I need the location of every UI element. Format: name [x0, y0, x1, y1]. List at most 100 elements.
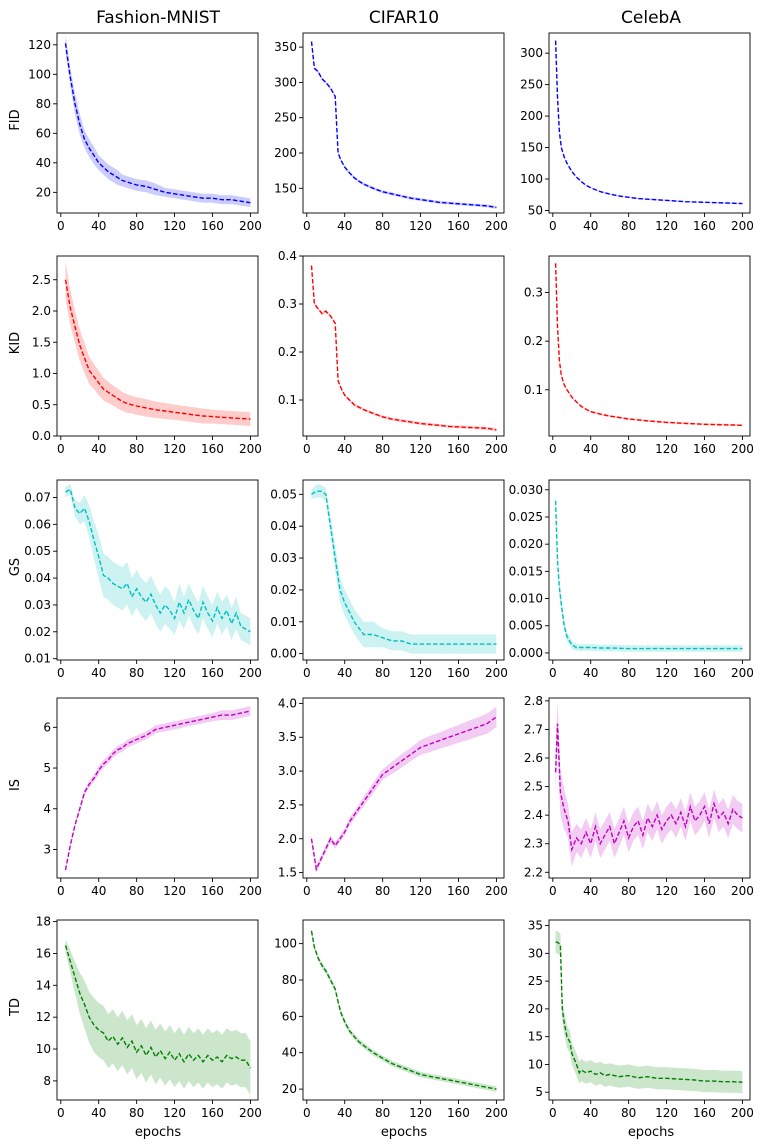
- y-tick-label-gs-cifar10: 0.04: [270, 519, 297, 533]
- confidence-band-gs-cifar10: [311, 484, 497, 654]
- y-tick-label-gs-celeba: 0.030: [509, 483, 543, 497]
- y-tick-label-gs-fashion-mnist: 0.07: [24, 490, 51, 504]
- x-tick-label-kid-cifar10: 80: [375, 442, 390, 456]
- x-tick-label-fid-celeba: 80: [621, 219, 636, 233]
- chart-kid-celeba: 0 40 80 120 160 200 0.1 0.2 0.3: [524, 255, 754, 456]
- y-tick-label-fid-fashion-mnist: 80: [36, 97, 51, 111]
- confidence-band-is-fashion-mnist: [65, 706, 251, 872]
- chart-td-celeba: 0 40 80 120 160 200 5 10 15 20 25 30 35: [528, 919, 754, 1120]
- y-tick-label-is-fashion-mnist: 3: [43, 842, 51, 856]
- y-tick-label-gs-celeba: 0.010: [509, 592, 543, 606]
- axes-frame-fid-celeba: [548, 32, 751, 214]
- y-tick-label-kid-fashion-mnist: 0.5: [32, 398, 51, 412]
- y-tick-label-td-cifar10: 40: [282, 1046, 297, 1060]
- x-tick-label-kid-cifar10: 160: [447, 442, 470, 456]
- row-label-is: IS: [8, 779, 23, 791]
- x-tick-label-kid-celeba: 160: [693, 442, 716, 456]
- y-tick-label-td-cifar10: 20: [282, 1082, 297, 1096]
- x-tick-label-kid-fashion-mnist: 40: [91, 442, 106, 456]
- confidence-band-td-fashion-mnist: [65, 939, 251, 1096]
- y-tick-label-gs-celeba: 0.005: [509, 619, 543, 633]
- y-tick-label-kid-celeba: 0.2: [524, 334, 543, 348]
- chart-gs-fashion-mnist: 0 40 80 120 160 200 0.01 0.02 0.03 0.04 0.05 0.06 0.…: [24, 479, 262, 680]
- x-tick-label-kid-celeba: 40: [583, 442, 598, 456]
- confidence-band-td-celeba: [555, 931, 743, 1094]
- x-tick-label-is-fashion-mnist: 40: [91, 884, 106, 898]
- column-title-cifar10: CIFAR10: [369, 8, 439, 28]
- axes-frame-kid-cifar10: [302, 255, 505, 437]
- y-tick-label-kid-celeba: 0.1: [524, 383, 543, 397]
- x-tick-label-fid-fashion-mnist: 120: [163, 219, 186, 233]
- series-line-fid-cifar10: [310, 41, 497, 209]
- x-tick-label-gs-cifar10: 120: [409, 666, 432, 680]
- x-tick-label-td-celeba: 40: [583, 1106, 598, 1120]
- x-tick-label-is-celeba: 160: [693, 884, 716, 898]
- x-tick-label-is-celeba: 40: [583, 884, 598, 898]
- x-tick-label-is-cifar10: 200: [485, 884, 508, 898]
- x-tick-label-gs-celeba: 120: [655, 666, 678, 680]
- y-tick-label-gs-celeba: 0.000: [509, 646, 543, 660]
- row-label-gs: GS: [8, 558, 23, 576]
- x-tick-label-td-fashion-mnist: 120: [163, 1106, 186, 1120]
- y-tick-label-kid-fashion-mnist: 2.0: [32, 304, 51, 318]
- chart-td-cifar10: 0 40 80 120 160 200 20 40 60 80 100: [274, 919, 508, 1120]
- y-tick-label-td-fashion-mnist: 14: [36, 978, 51, 992]
- axes-frame-gs-celeba: [548, 479, 751, 661]
- y-tick-label-td-celeba: 25: [528, 974, 543, 988]
- x-tick-label-fid-fashion-mnist: 40: [91, 219, 106, 233]
- axes-frame-td-fashion-mnist: [56, 919, 259, 1101]
- x-tick-label-td-celeba: 0: [549, 1106, 557, 1120]
- x-tick-label-td-cifar10: 0: [303, 1106, 311, 1120]
- x-tick-label-is-celeba: 0: [549, 884, 557, 898]
- x-tick-label-kid-cifar10: 200: [485, 442, 508, 456]
- axes-frame-is-fashion-mnist: [56, 697, 259, 879]
- y-tick-label-fid-cifar10: 350: [274, 40, 297, 54]
- x-tick-label-is-celeba: 80: [621, 884, 636, 898]
- series-line-is-fashion-mnist: [64, 710, 251, 871]
- chart-kid-fashion-mnist: 0 40 80 120 160 200 0.0 0.5 1.0 1.5 2.0 2.5: [32, 255, 262, 456]
- x-tick-label-is-fashion-mnist: 200: [239, 884, 262, 898]
- x-tick-label-is-celeba: 200: [731, 884, 754, 898]
- axes-frame-is-celeba: [548, 697, 751, 879]
- x-tick-label-td-fashion-mnist: 80: [129, 1106, 144, 1120]
- y-tick-label-fid-celeba: 300: [520, 46, 543, 60]
- series-line-kid-fashion-mnist: [64, 279, 251, 420]
- y-tick-label-gs-fashion-mnist: 0.01: [24, 652, 51, 666]
- axes-frame-is-cifar10: [302, 697, 505, 879]
- chart-td-fashion-mnist: 0 40 80 120 160 200 8 10 12 14 16 18: [36, 915, 262, 1120]
- row-label-kid: KID: [8, 332, 23, 354]
- x-tick-label-gs-cifar10: 40: [337, 666, 352, 680]
- row-label-fid: FID: [8, 109, 23, 130]
- x-tick-label-gs-celeba: 0: [549, 666, 557, 680]
- confidence-band-is-celeba: [555, 700, 743, 867]
- x-tick-label-gs-cifar10: 160: [447, 666, 470, 680]
- y-tick-label-td-cifar10: 60: [282, 1009, 297, 1023]
- y-tick-label-fid-fashion-mnist: 60: [36, 126, 51, 140]
- chart-is-cifar10: 0 40 80 120 160 200 1.5 2.0 2.5 3.0 3.5 4.0: [278, 696, 508, 898]
- x-tick-label-is-celeba: 120: [655, 884, 678, 898]
- y-tick-label-td-fashion-mnist: 12: [36, 1010, 51, 1024]
- y-tick-label-is-celeba: 2.3: [524, 837, 543, 851]
- series-line-td-fashion-mnist: [64, 945, 252, 1069]
- y-tick-label-kid-cifar10: 0.1: [278, 393, 297, 407]
- confidence-band-td-cifar10: [311, 928, 497, 1092]
- y-tick-label-td-fashion-mnist: 18: [36, 915, 51, 929]
- y-tick-label-is-fashion-mnist: 5: [43, 761, 51, 775]
- y-tick-label-td-cifar10: 80: [282, 973, 297, 987]
- x-tick-label-gs-celeba: 160: [693, 666, 716, 680]
- x-axis-label-cifar10: epochs: [381, 1125, 428, 1140]
- y-tick-label-td-celeba: 30: [528, 946, 543, 960]
- y-tick-label-is-fashion-mnist: 6: [43, 720, 51, 734]
- y-tick-label-gs-cifar10: 0.03: [270, 551, 297, 565]
- y-tick-label-td-fashion-mnist: 16: [36, 946, 51, 960]
- x-tick-label-td-celeba: 120: [655, 1106, 678, 1120]
- y-tick-label-td-celeba: 5: [535, 1085, 543, 1099]
- y-tick-label-fid-celeba: 100: [520, 172, 543, 186]
- x-tick-label-kid-celeba: 0: [549, 442, 557, 456]
- y-tick-label-is-celeba: 2.8: [524, 694, 543, 708]
- x-tick-label-gs-fashion-mnist: 200: [239, 666, 262, 680]
- x-tick-label-gs-celeba: 40: [583, 666, 598, 680]
- y-tick-label-is-cifar10: 2.0: [278, 832, 297, 846]
- y-tick-label-kid-fashion-mnist: 1.0: [32, 367, 51, 381]
- confidence-band-kid-cifar10: [311, 264, 497, 432]
